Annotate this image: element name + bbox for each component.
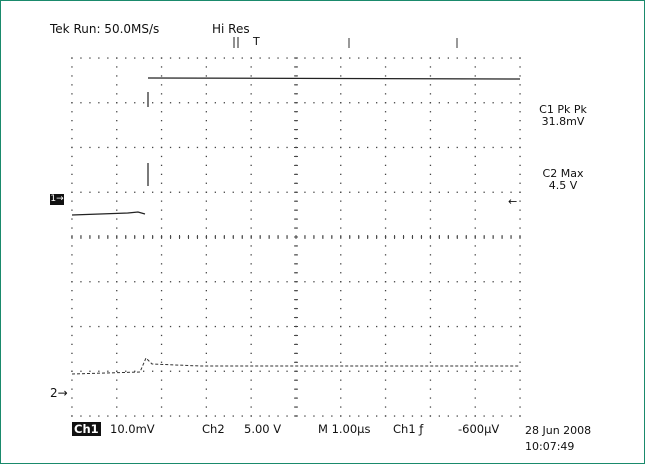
acquisition-date: 28 Jun 2008: [525, 424, 592, 437]
measurement-1-value: 31.8mV: [541, 115, 585, 128]
acquisition-mode: Hi Res: [212, 22, 250, 36]
top-markers: [233, 37, 458, 48]
channel-2-label: Ch2: [202, 422, 225, 436]
channel-1-scale: 10.0mV: [110, 422, 155, 436]
trigger-source: Ch1 ƒ: [393, 422, 424, 436]
measurement-1-label: C1 Pk Pk: [539, 103, 587, 116]
acquisition-status: Tek Run: 50.0MS/s: [50, 22, 160, 36]
channel-1-trace: [71, 77, 521, 216]
channel-2-scale: 5.00 V: [244, 422, 282, 436]
channel-1-ground-marker: 1→: [50, 194, 64, 205]
measurement-2-label: C2 Max: [542, 167, 584, 180]
channel-2-ground-marker: 2→: [50, 386, 68, 400]
measurement-1: C1 Pk Pk 31.8mV: [522, 104, 604, 128]
channel-1-label: Ch1: [72, 422, 101, 436]
measurement-2: C2 Max 4.5 V: [522, 168, 604, 192]
trigger-level-marker: ←: [508, 195, 518, 208]
acquisition-datetime: 28 Jun 2008 10:07:49: [525, 423, 591, 455]
graticule: [71, 57, 521, 417]
trigger-level-value: -600µV: [458, 422, 500, 436]
acquisition-time: 10:07:49: [525, 440, 575, 453]
measurement-2-value: 4.5 V: [548, 179, 578, 192]
trigger-position-letter: T: [253, 35, 260, 48]
timebase-setting: M 1.00µs: [318, 422, 371, 436]
channel-2-trace: [71, 357, 520, 375]
